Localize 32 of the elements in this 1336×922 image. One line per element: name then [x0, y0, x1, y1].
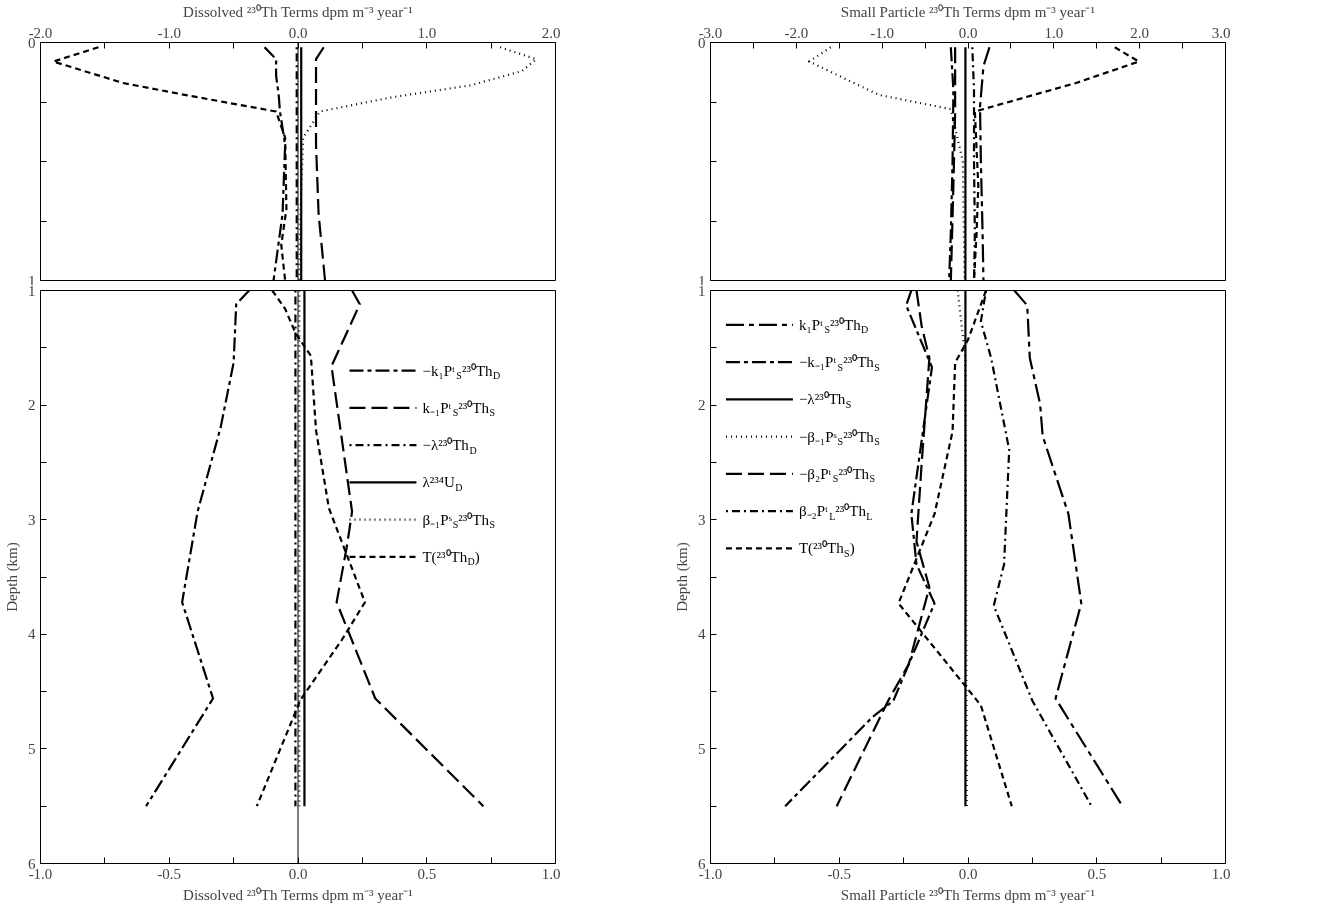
x-tick-label: 0.5	[1087, 865, 1107, 882]
x-tick-label: 1.0	[1044, 24, 1064, 41]
x-tick-label: 1.0	[1211, 865, 1231, 882]
x-tick-label: 0.0	[288, 24, 308, 41]
y-tick-label: 2	[28, 397, 36, 414]
x-axis-title: Small Particle ²³⁰Th Terms dpm m⁻³ year⁻¹	[840, 3, 1095, 20]
x-tick-label: -1.0	[870, 24, 895, 41]
x-tick-label: 0.5	[417, 865, 437, 882]
x-tick-label: 1.0	[417, 24, 437, 41]
x-axis-title: Small Particle ²³⁰Th Terms dpm m⁻³ year⁻¹	[840, 886, 1095, 903]
x-tick-label: -1.0	[157, 24, 182, 41]
x-tick-label: 3.0	[1211, 24, 1231, 41]
x-axis-title: Dissolved ²³⁰Th Terms dpm m⁻³ year⁻¹	[183, 886, 413, 903]
x-tick-label: 1.0	[541, 865, 561, 882]
x-axis-title: Dissolved ²³⁰Th Terms dpm m⁻³ year⁻¹	[183, 3, 413, 20]
x-tick-label: -2.0	[784, 24, 809, 41]
y-tick-label: 2	[698, 397, 706, 414]
x-tick-label: 0.0	[958, 24, 978, 41]
y-tick-label: 3	[698, 511, 706, 528]
x-tick-label: 0.0	[288, 865, 308, 882]
y-tick-label: 3	[28, 511, 36, 528]
y-axis-title: Depth (km)	[674, 542, 691, 612]
x-tick-label: 0.0	[958, 865, 978, 882]
y-tick-label: 5	[698, 740, 706, 757]
y-axis-title: Depth (km)	[4, 542, 21, 612]
y-tick-label: 4	[698, 626, 706, 643]
x-tick-label: 2.0	[1130, 24, 1150, 41]
y-tick-label: 5	[28, 740, 36, 757]
y-tick-label: 4	[28, 626, 36, 643]
x-tick-label: -0.5	[827, 865, 852, 882]
x-tick-label: -0.5	[157, 865, 182, 882]
x-tick-label: 2.0	[541, 24, 561, 41]
